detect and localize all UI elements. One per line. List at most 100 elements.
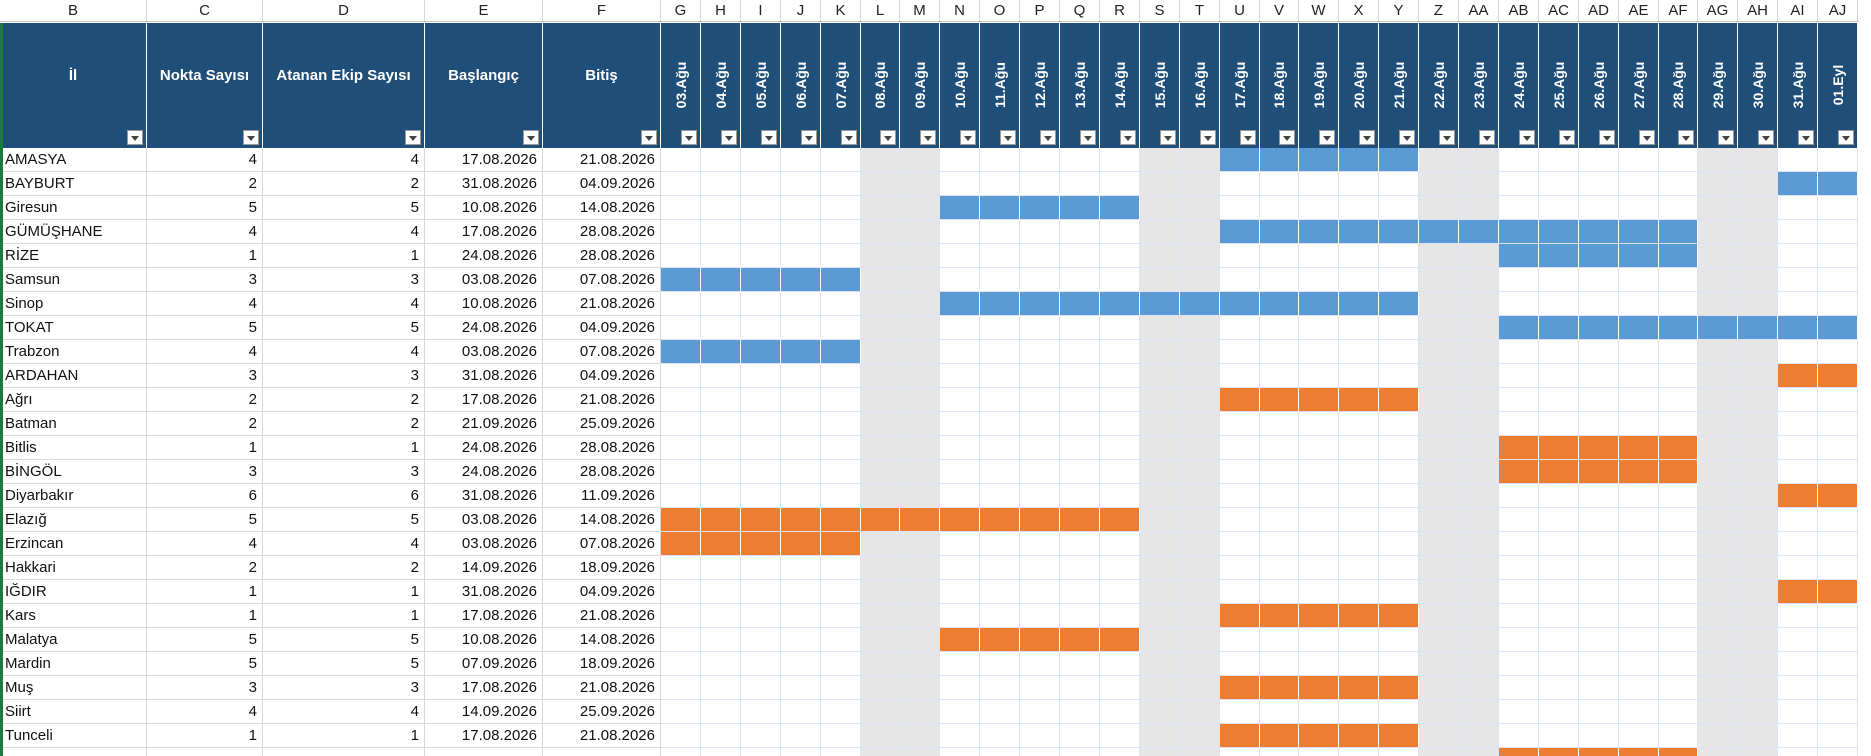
gantt-cell[interactable]: [1499, 628, 1539, 652]
gantt-cell[interactable]: [1698, 724, 1738, 748]
gantt-cell[interactable]: [1180, 532, 1220, 556]
gantt-cell[interactable]: [1260, 580, 1299, 604]
gantt-cell[interactable]: [1100, 580, 1140, 604]
gantt-cell[interactable]: [1778, 748, 1818, 756]
gantt-cell[interactable]: [1220, 340, 1260, 364]
cell-il[interactable]: Kars: [0, 604, 147, 628]
gantt-cell[interactable]: [701, 364, 741, 388]
gantt-cell[interactable]: [1698, 220, 1738, 244]
gantt-cell[interactable]: [980, 652, 1020, 676]
gantt-filled-cell[interactable]: [1299, 604, 1339, 628]
gantt-cell[interactable]: [1659, 172, 1698, 196]
gantt-cell[interactable]: [821, 244, 861, 268]
cell-nokta-sayisi[interactable]: 2: [147, 172, 263, 196]
cell-il[interactable]: IĞDIR: [0, 580, 147, 604]
gantt-cell[interactable]: [1539, 700, 1579, 724]
filter-dropdown-button[interactable]: [1120, 130, 1136, 145]
gantt-cell[interactable]: [1579, 676, 1619, 700]
gantt-cell[interactable]: [741, 316, 781, 340]
gantt-filled-cell[interactable]: [1778, 172, 1818, 196]
gantt-cell[interactable]: [821, 748, 861, 756]
cell-nokta-sayisi[interactable]: 4: [147, 220, 263, 244]
gantt-cell[interactable]: [1339, 460, 1379, 484]
column-header-ag[interactable]: AG: [1698, 0, 1738, 22]
gantt-cell[interactable]: [861, 676, 900, 700]
gantt-cell[interactable]: [1260, 172, 1299, 196]
gantt-filled-cell[interactable]: [1379, 604, 1419, 628]
gantt-cell[interactable]: [900, 676, 940, 700]
cell-nokta-sayisi[interactable]: 6: [147, 484, 263, 508]
gantt-cell[interactable]: [1579, 268, 1619, 292]
gantt-cell[interactable]: [1100, 436, 1140, 460]
gantt-cell[interactable]: [980, 220, 1020, 244]
cell-nokta-sayisi[interactable]: 5: [147, 652, 263, 676]
gantt-cell[interactable]: [900, 604, 940, 628]
cell-bitis[interactable]: 21.08.2026: [543, 604, 661, 628]
gantt-cell[interactable]: [1539, 148, 1579, 172]
gantt-cell[interactable]: [661, 484, 701, 508]
gantt-cell[interactable]: [701, 220, 741, 244]
gantt-filled-cell[interactable]: [1579, 316, 1619, 340]
column-header-q[interactable]: Q: [1060, 0, 1100, 22]
gantt-cell[interactable]: [1379, 412, 1419, 436]
gantt-cell[interactable]: [1020, 532, 1060, 556]
column-header-r[interactable]: R: [1100, 0, 1140, 22]
gantt-cell[interactable]: [1499, 292, 1539, 316]
gantt-cell[interactable]: [1379, 172, 1419, 196]
gantt-cell[interactable]: [1419, 340, 1459, 364]
cell-il[interactable]: Trabzon: [0, 340, 147, 364]
gantt-cell[interactable]: [1499, 580, 1539, 604]
gantt-cell[interactable]: [980, 604, 1020, 628]
gantt-cell[interactable]: [1299, 196, 1339, 220]
gantt-filled-cell[interactable]: [940, 508, 980, 532]
gantt-cell[interactable]: [701, 148, 741, 172]
gantt-cell[interactable]: [1260, 508, 1299, 532]
gantt-cell[interactable]: [1419, 652, 1459, 676]
gantt-cell[interactable]: [1619, 724, 1659, 748]
gantt-cell[interactable]: [1299, 580, 1339, 604]
gantt-cell[interactable]: [1738, 724, 1778, 748]
gantt-cell[interactable]: [821, 196, 861, 220]
cell-atanan-ekip-sayisi[interactable]: 4: [263, 340, 425, 364]
cell-nokta-sayisi[interactable]: 3: [147, 268, 263, 292]
gantt-cell[interactable]: [821, 628, 861, 652]
gantt-cell[interactable]: [980, 724, 1020, 748]
gantt-cell[interactable]: [1299, 244, 1339, 268]
column-header-ai[interactable]: AI: [1778, 0, 1818, 22]
cell-baslangic[interactable]: 17.08.2026: [425, 676, 543, 700]
gantt-cell[interactable]: [1260, 316, 1299, 340]
gantt-cell[interactable]: [940, 340, 980, 364]
gantt-cell[interactable]: [1180, 724, 1220, 748]
cell-baslangic[interactable]: 03.08.2026: [425, 508, 543, 532]
cell-il[interactable]: Malatya: [0, 628, 147, 652]
column-header-x[interactable]: X: [1339, 0, 1379, 22]
gantt-cell[interactable]: [1379, 244, 1419, 268]
gantt-cell[interactable]: [1140, 412, 1180, 436]
gantt-filled-cell[interactable]: [1818, 316, 1858, 340]
gantt-cell[interactable]: [1659, 556, 1698, 580]
column-header-w[interactable]: W: [1299, 0, 1339, 22]
gantt-cell[interactable]: [1299, 436, 1339, 460]
gantt-cell[interactable]: [821, 436, 861, 460]
gantt-cell[interactable]: [1220, 172, 1260, 196]
cell-baslangic[interactable]: 03.08.2026: [425, 532, 543, 556]
gantt-filled-cell[interactable]: [1020, 292, 1060, 316]
gantt-cell[interactable]: [1499, 532, 1539, 556]
cell-bitis[interactable]: 07.08.2026: [543, 268, 661, 292]
gantt-filled-cell[interactable]: [980, 196, 1020, 220]
gantt-cell[interactable]: [1220, 580, 1260, 604]
gantt-filled-cell[interactable]: [1220, 388, 1260, 412]
gantt-cell[interactable]: [1180, 556, 1220, 580]
gantt-cell[interactable]: [1379, 268, 1419, 292]
cell-atanan-ekip-sayisi[interactable]: 2: [263, 412, 425, 436]
cell-baslangic[interactable]: 07.09.2026: [425, 652, 543, 676]
gantt-filled-cell[interactable]: [1299, 388, 1339, 412]
gantt-cell[interactable]: [741, 628, 781, 652]
cell-nokta-sayisi[interactable]: 3: [147, 460, 263, 484]
gantt-cell[interactable]: [1339, 244, 1379, 268]
gantt-cell[interactable]: [1499, 268, 1539, 292]
gantt-cell[interactable]: [1419, 748, 1459, 756]
cell-baslangic[interactable]: 31.08.2026: [425, 484, 543, 508]
gantt-cell[interactable]: [1419, 460, 1459, 484]
gantt-cell[interactable]: [1140, 388, 1180, 412]
